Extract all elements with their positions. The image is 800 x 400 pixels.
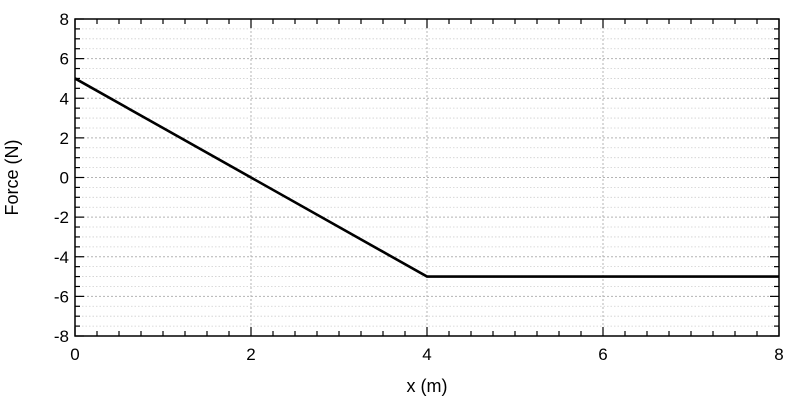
x-tick-label: 4 <box>422 345 431 364</box>
y-tick-label: -8 <box>54 327 69 346</box>
y-axis-label: Force (N) <box>2 140 22 216</box>
series-layer <box>74 77 779 278</box>
x-tick-label: 2 <box>246 345 255 364</box>
y-tick-label: 8 <box>60 10 69 29</box>
grid <box>75 19 779 336</box>
x-axis-label: x (m) <box>407 376 448 396</box>
y-tick-label: -2 <box>54 208 69 227</box>
tick-labels: 0 2 4 6 8 -8 -6 -4 -2 0 2 4 6 8 <box>54 10 784 364</box>
x-tick-label: 8 <box>774 345 783 364</box>
y-tick-label: 4 <box>60 89 69 108</box>
ticks <box>74 18 780 337</box>
y-tick-label: 0 <box>60 169 69 188</box>
x-tick-label: 6 <box>598 345 607 364</box>
y-tick-label: 2 <box>60 129 69 148</box>
x-tick-label: 0 <box>70 345 79 364</box>
y-tick-label: -6 <box>54 287 69 306</box>
y-tick-label: 6 <box>60 50 69 69</box>
force-series-line <box>74 77 779 278</box>
y-tick-label: -4 <box>54 248 69 267</box>
